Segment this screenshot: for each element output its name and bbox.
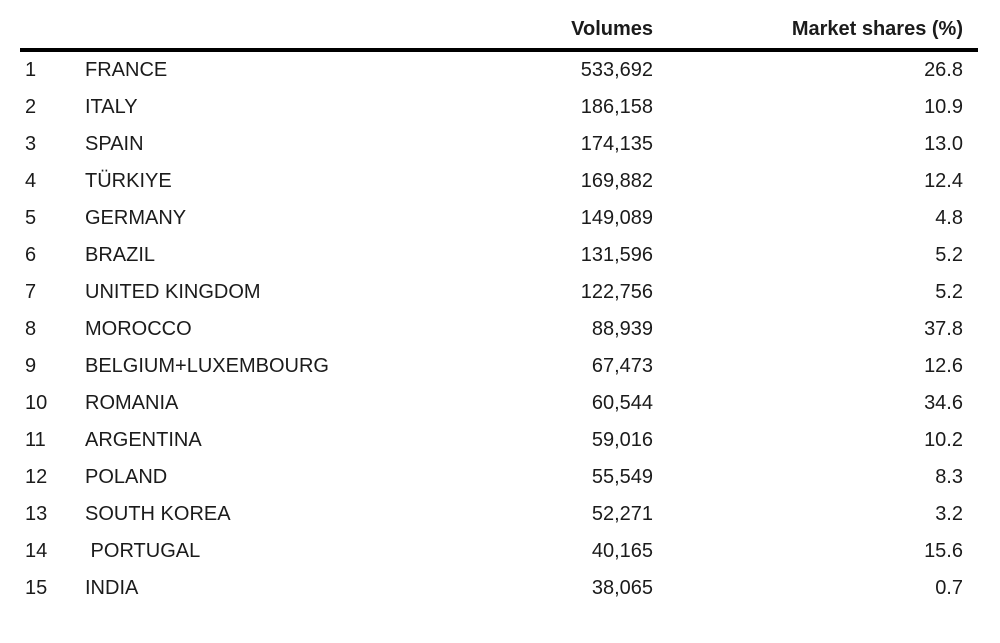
market-share-cell: 15.6: [924, 540, 963, 562]
market-share-cell: 5.2: [935, 244, 963, 266]
volumes-cell: 40,165: [591, 540, 653, 562]
rank-cell: 6: [25, 244, 37, 266]
table-row: 8 MOROCCO 88,939 37.8: [20, 311, 978, 348]
country-cell: INDIA: [85, 577, 139, 599]
country-cell: SOUTH KOREA: [85, 503, 231, 525]
rank-cell: 15: [25, 577, 48, 599]
volumes-cell: 38,065: [591, 577, 653, 599]
rank-cell: 12: [25, 466, 48, 488]
table-header: Volumes Market shares (%): [20, 0, 978, 52]
volumes-cell: 174,135: [580, 133, 653, 155]
table-row: 14 PORTUGAL 40,165 15.6: [20, 533, 978, 570]
volumes-cell: 60,544: [591, 392, 653, 414]
country-cell: ARGENTINA: [85, 429, 202, 451]
rank-cell: 3: [25, 133, 37, 155]
rank-cell: 1: [25, 59, 37, 81]
market-share-cell: 10.9: [924, 96, 963, 118]
country-cell: ROMANIA: [85, 392, 179, 414]
table-row: 10 ROMANIA 60,544 34.6: [20, 385, 978, 422]
country-cell: GERMANY: [85, 207, 187, 229]
volumes-cell: 131,596: [580, 244, 653, 266]
rank-cell: 5: [25, 207, 37, 229]
volumes-cell: 533,692: [580, 59, 653, 81]
volumes-cell: 149,089: [580, 207, 653, 229]
country-cell: POLAND: [85, 466, 168, 488]
country-cell: ITALY: [85, 96, 138, 118]
volumes-cell: 169,882: [580, 170, 653, 192]
country-ranking-table: Volumes Market shares (%) 1 FRANCE 533,692…: [20, 0, 978, 607]
country-cell: UNITED KINGDOM: [85, 281, 261, 303]
market-share-cell: 13.0: [924, 133, 963, 155]
table-row: 11 ARGENTINA 59,016 10.2: [20, 422, 978, 459]
market-share-cell: 12.6: [924, 355, 963, 377]
table-row: 5 GERMANY 149,089 4.8: [20, 200, 978, 237]
market-share-cell: 10.2: [924, 429, 963, 451]
country-cell: TÜRKIYE: [85, 170, 172, 192]
rank-cell: 9: [25, 355, 37, 377]
rank-cell: 8: [25, 318, 37, 340]
table-row: 6 BRAZIL 131,596 5.2: [20, 237, 978, 274]
header-country: [85, 0, 425, 52]
market-share-cell: 3.2: [935, 503, 963, 525]
rank-cell: 4: [25, 170, 37, 192]
country-cell: PORTUGAL: [85, 540, 201, 562]
country-cell: BELGIUM+LUXEMBOURG: [85, 355, 329, 377]
header-market-shares: Market shares (%): [653, 0, 978, 52]
rank-cell: 11: [25, 429, 46, 451]
market-share-cell: 5.2: [935, 281, 963, 303]
market-share-cell: 12.4: [924, 170, 963, 192]
header-row: Volumes Market shares (%): [20, 0, 978, 52]
volumes-cell: 59,016: [591, 429, 653, 451]
table-row: 1 FRANCE 533,692 26.8: [20, 50, 978, 89]
country-cell: BRAZIL: [85, 244, 156, 266]
rank-cell: 2: [25, 96, 37, 118]
volumes-cell: 186,158: [580, 96, 653, 118]
market-share-cell: 0.7: [935, 577, 963, 599]
country-cell: FRANCE: [85, 59, 168, 81]
table-row: 9 BELGIUM+LUXEMBOURG 67,473 12.6: [20, 348, 978, 385]
table-row: 15 INDIA 38,065 0.7: [20, 570, 978, 607]
table-body: 1 FRANCE 533,692 26.8 2 ITALY 186,158 10.9 3 SPAI…: [20, 50, 978, 607]
country-cell: MOROCCO: [85, 318, 192, 340]
market-share-cell: 4.8: [935, 207, 963, 229]
table-row: 7 UNITED KINGDOM 122,756 5.2: [20, 274, 978, 311]
table-row: 4 TÜRKIYE 169,882 12.4: [20, 163, 978, 200]
volumes-cell: 88,939: [591, 318, 653, 340]
table-row: 2 ITALY 186,158 10.9: [20, 89, 978, 126]
table-row: 12 POLAND 55,549 8.3: [20, 459, 978, 496]
market-share-cell: 37.8: [924, 318, 963, 340]
header-rank: [20, 0, 85, 52]
country-cell: SPAIN: [85, 133, 144, 155]
rank-cell: 14: [25, 540, 48, 562]
volumes-cell: 55,549: [591, 466, 653, 488]
volumes-cell: 122,756: [580, 281, 653, 303]
rank-cell: 7: [25, 281, 37, 303]
header-volumes: Volumes: [425, 0, 653, 52]
market-share-cell: 8.3: [935, 466, 963, 488]
rank-cell: 10: [25, 392, 48, 414]
rank-cell: 13: [25, 503, 48, 525]
market-share-cell: 26.8: [924, 59, 963, 81]
table-row: 3 SPAIN 174,135 13.0: [20, 126, 978, 163]
market-share-cell: 34.6: [924, 392, 963, 414]
table-row: 13 SOUTH KOREA 52,271 3.2: [20, 496, 978, 533]
volumes-cell: 52,271: [591, 503, 653, 525]
volumes-cell: 67,473: [591, 355, 653, 377]
